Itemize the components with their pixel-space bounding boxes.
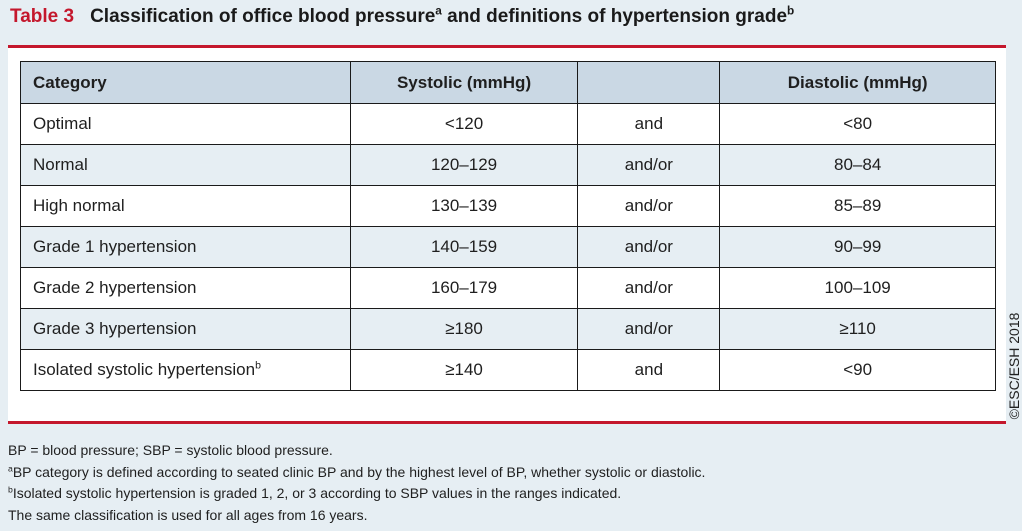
category-label: Grade 3 hypertension — [33, 319, 197, 338]
cell-category: Grade 1 hypertension — [20, 226, 351, 268]
cell-category: Optimal — [20, 103, 351, 145]
table-row: Grade 3 hypertension ≥180 and/or ≥110 — [20, 308, 996, 350]
top-divider — [8, 45, 1006, 48]
cell-conjunction: and — [577, 103, 721, 145]
table-row: Grade 2 hypertension 160–179 and/or 100–109 — [20, 267, 996, 309]
category-label: Grade 2 hypertension — [33, 278, 197, 297]
cell-category: High normal — [20, 185, 351, 227]
cell-diastolic: 90–99 — [719, 226, 996, 268]
footnote-mark: b — [8, 484, 13, 495]
category-label: Isolated systolic hypertension — [33, 360, 256, 379]
category-label: Grade 1 hypertension — [33, 237, 197, 256]
footnote-text: Isolated systolic hypertension is graded… — [12, 485, 622, 501]
header-conjunction — [577, 61, 721, 104]
table-row: Optimal <120 and <80 — [20, 103, 996, 145]
cell-systolic: ≥140 — [349, 349, 579, 391]
table-panel: Category Systolic (mmHg) Diastolic (mmHg… — [8, 48, 1006, 421]
category-label: Optimal — [33, 114, 92, 133]
table-number: Table 3 — [10, 6, 75, 27]
cell-conjunction: and/or — [577, 185, 721, 227]
caption-part-2: and definitions of hypertension grade — [441, 6, 788, 27]
cell-diastolic: 100–109 — [719, 267, 996, 309]
copyright-watermark: ©ESC/ESH 2018 — [1006, 312, 1022, 420]
table-caption: Classification of office blood pressurea… — [90, 4, 795, 28]
cell-systolic: 120–129 — [349, 144, 579, 186]
table-row: Normal 120–129 and/or 80–84 — [20, 144, 996, 186]
table-row: High normal 130–139 and/or 85–89 — [20, 185, 996, 227]
table-header-row: Category Systolic (mmHg) Diastolic (mmHg… — [20, 61, 996, 104]
cell-diastolic: <90 — [719, 349, 996, 391]
cell-category: Grade 3 hypertension — [20, 308, 351, 350]
cell-conjunction: and/or — [577, 308, 721, 350]
caption-footnote-mark-b: b — [787, 4, 795, 18]
caption-footnote-mark-a: a — [435, 4, 442, 18]
category-label: Normal — [33, 155, 88, 174]
cell-systolic: ≥180 — [349, 308, 579, 350]
table-row: Isolated systolic hypertensionb ≥140 and <9… — [20, 349, 996, 391]
cell-category: Normal — [20, 144, 351, 186]
footnote-text: The same classification is used for all … — [8, 506, 368, 523]
cell-systolic: 140–159 — [349, 226, 579, 268]
cell-diastolic: 85–89 — [719, 185, 996, 227]
cell-conjunction: and — [577, 349, 721, 391]
footnote-mark: a — [8, 462, 13, 473]
cell-diastolic: <80 — [719, 103, 996, 145]
cell-systolic: <120 — [349, 103, 579, 145]
footnote: BP = blood pressure; SBP = systolic bloo… — [8, 440, 705, 462]
footnotes: BP = blood pressure; SBP = systolic bloo… — [8, 440, 705, 526]
table-title: Table 3 Classification of office blood p… — [10, 4, 795, 36]
cell-systolic: 130–139 — [349, 185, 579, 227]
cell-diastolic: 80–84 — [719, 144, 996, 186]
category-footnote-mark: b — [255, 359, 261, 372]
cell-diastolic: ≥110 — [719, 308, 996, 350]
footnote: The same classification is used for all … — [8, 505, 705, 527]
bottom-divider — [8, 421, 1006, 424]
cell-category: Isolated systolic hypertensionb — [20, 349, 351, 391]
bp-classification-table: Category Systolic (mmHg) Diastolic (mmHg… — [20, 61, 996, 391]
footnote-text: BP category is defined according to seat… — [12, 463, 706, 480]
category-label: High normal — [33, 196, 125, 215]
cell-conjunction: and/or — [577, 226, 721, 268]
cell-conjunction: and/or — [577, 144, 721, 186]
header-systolic: Systolic (mmHg) — [349, 61, 579, 104]
table-row: Grade 1 hypertension 140–159 and/or 90–99 — [20, 226, 996, 268]
header-category: Category — [20, 61, 351, 104]
footnote-text: BP = blood pressure; SBP = systolic bloo… — [8, 442, 333, 458]
cell-systolic: 160–179 — [349, 267, 579, 309]
footnote: bIsolated systolic hypertension is grade… — [8, 483, 705, 505]
caption-part-1: Classification of office blood pressure — [90, 6, 436, 27]
cell-conjunction: and/or — [577, 267, 721, 309]
cell-category: Grade 2 hypertension — [20, 267, 351, 309]
footnote: aBP category is defined according to sea… — [8, 462, 705, 484]
header-diastolic: Diastolic (mmHg) — [719, 61, 996, 104]
